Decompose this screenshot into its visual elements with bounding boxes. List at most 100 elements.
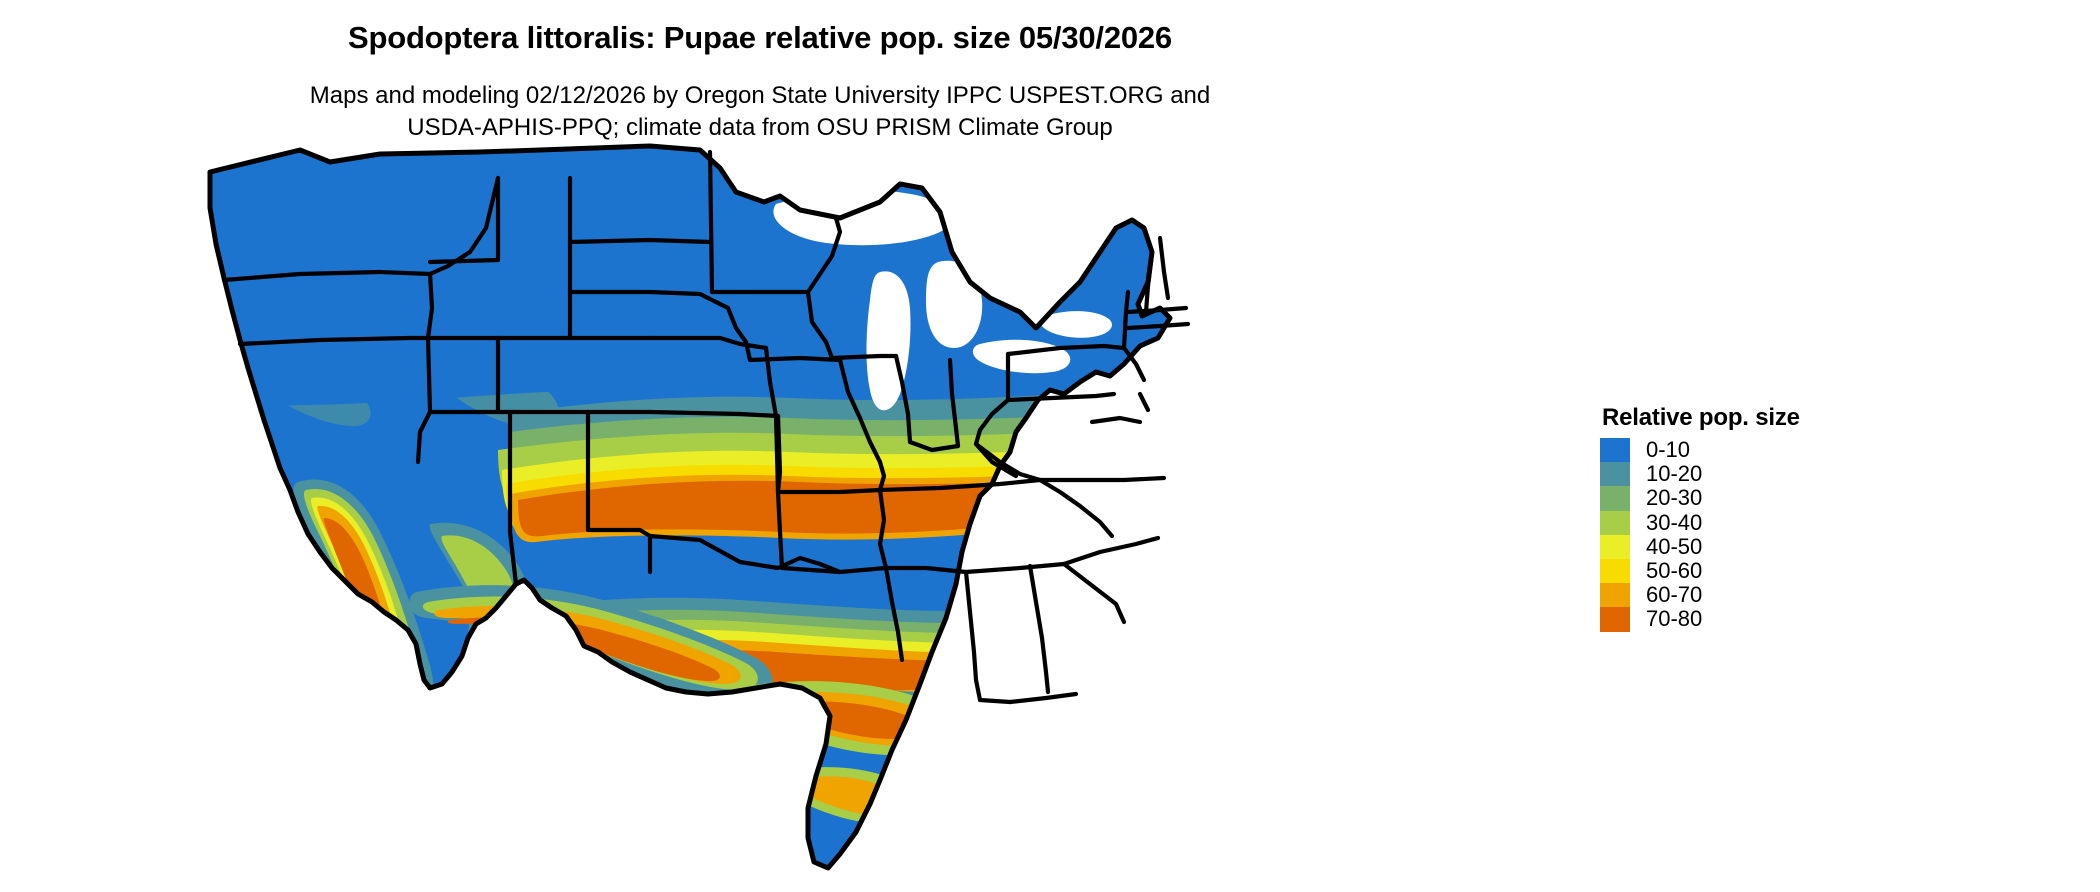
lake-ontario bbox=[1040, 311, 1112, 338]
border-nv-ut bbox=[415, 335, 433, 465]
page-title: Spodoptera littoralis: Pupae relative po… bbox=[348, 20, 1172, 55]
border-mo-ar bbox=[775, 487, 883, 495]
border-nh-me bbox=[1157, 235, 1171, 301]
border-wi-il bbox=[829, 353, 899, 361]
border-pa-md bbox=[1005, 391, 1117, 403]
border-il-mo bbox=[837, 357, 883, 465]
border-mt-wy bbox=[427, 175, 501, 265]
legend-label: 40-50 bbox=[1646, 533, 1703, 559]
border-md-va bbox=[1089, 415, 1143, 425]
border-az-nm bbox=[507, 409, 519, 587]
subtitle-line-1: Maps and modeling 02/12/2026 by Oregon S… bbox=[309, 82, 1211, 109]
legend-swatch bbox=[1600, 583, 1630, 608]
border-nc-va bbox=[1037, 475, 1167, 483]
legend-item: 0-10 bbox=[1600, 437, 1920, 463]
border-tn-al-ga bbox=[963, 561, 1067, 575]
border-ma-ct-ri bbox=[1125, 321, 1191, 331]
border-ma-nh-vt-south bbox=[1125, 305, 1189, 315]
us-map-svg bbox=[207, 143, 1191, 871]
border-de-md bbox=[1137, 391, 1151, 413]
raster-florida bbox=[1052, 722, 1151, 868]
border-id-mt bbox=[427, 175, 501, 277]
border-nd-sd bbox=[567, 237, 713, 245]
legend-item: 70-80 bbox=[1600, 606, 1920, 632]
border-vt-nh bbox=[1143, 251, 1155, 315]
legend-swatch bbox=[1600, 462, 1630, 487]
legend-item: 60-70 bbox=[1600, 582, 1920, 608]
border-id-west bbox=[407, 271, 435, 341]
legend-label: 70-80 bbox=[1646, 606, 1703, 632]
figure-subtitle: Maps and modeling 02/12/2026 by Oregon S… bbox=[0, 80, 1520, 144]
border-va-wv-ky bbox=[973, 441, 1043, 483]
legend-swatch bbox=[1600, 558, 1630, 584]
border-ks-ok bbox=[647, 409, 781, 419]
border-or-ca bbox=[237, 335, 413, 347]
border-il-in bbox=[893, 353, 913, 445]
border-tn-ky bbox=[877, 477, 1043, 493]
raster-florida-ridge-2 bbox=[1066, 739, 1125, 796]
border-al-fl bbox=[973, 677, 1013, 705]
legend-swatch bbox=[1600, 486, 1630, 511]
raster-az-nm-crest bbox=[447, 617, 720, 682]
border-ne-ia bbox=[725, 305, 753, 363]
border-ok-tx-pan bbox=[775, 413, 783, 495]
border-wv-va bbox=[973, 441, 1019, 479]
legend-label: 0-10 bbox=[1646, 437, 1691, 462]
border-ms-tn bbox=[883, 565, 969, 575]
us-outline bbox=[207, 143, 1173, 871]
legend-swatch bbox=[1600, 438, 1630, 463]
border-ok-ar bbox=[775, 489, 785, 571]
raster-florida-tip bbox=[1092, 846, 1127, 868]
border-nj-ny bbox=[1121, 345, 1147, 383]
raster-gulf-cool-edge bbox=[680, 689, 1170, 715]
border-sd-mn bbox=[707, 149, 715, 295]
legend-item: 20-30 bbox=[1600, 485, 1920, 511]
legend-label: 10-20 bbox=[1646, 461, 1703, 487]
legend-item: 10-20 bbox=[1600, 461, 1920, 487]
border-mo-ky-tn bbox=[877, 459, 887, 493]
raster-florida-band bbox=[1052, 722, 1151, 816]
raster-gulf-cool-return bbox=[650, 695, 1170, 868]
legend-label: 50-60 bbox=[1646, 557, 1703, 583]
border-ms-al bbox=[963, 569, 979, 683]
border-mn-wi bbox=[805, 215, 843, 295]
subtitle-line-2: USDA-APHIS-PPQ; climate data from OSU PR… bbox=[407, 114, 1113, 141]
legend-item: 30-40 bbox=[1600, 509, 1920, 535]
raster-patch-appalachia-1 bbox=[1045, 431, 1124, 512]
raster-florida-ridge-1 bbox=[1061, 730, 1137, 805]
border-tn-nc bbox=[1037, 477, 1115, 539]
border-ok-tx bbox=[647, 533, 843, 575]
legend-rows: 0-10 10-20 20-30 30-40 40-50 50-60 60-70 70-80 bbox=[1600, 437, 1920, 632]
legend-label: 30-40 bbox=[1646, 509, 1703, 535]
lake-huron bbox=[926, 260, 983, 348]
raster-class-70-80 bbox=[518, 478, 1170, 537]
legend-item: 40-50 bbox=[1600, 533, 1920, 559]
border-sd-ne bbox=[567, 289, 731, 311]
map-legend: Relative pop. size 0-10 10-20 20-30 30-40 40… bbox=[1600, 404, 1920, 632]
legend-item: 50-60 bbox=[1600, 557, 1920, 584]
raster-patch-carolina-core bbox=[1094, 558, 1145, 589]
raster-florida-south-cool bbox=[1067, 801, 1137, 868]
lake-superior bbox=[773, 190, 951, 246]
legend-label: 20-30 bbox=[1646, 485, 1703, 511]
border-la-ms bbox=[883, 565, 905, 663]
legend-label: 60-70 bbox=[1646, 582, 1703, 608]
border-sc-nc bbox=[1061, 535, 1161, 567]
border-in-ky bbox=[907, 439, 961, 453]
border-pa-ny bbox=[1005, 343, 1127, 357]
raster-patch-carolina bbox=[1081, 550, 1158, 597]
choropleth-map bbox=[180, 132, 1200, 872]
border-nm-tx bbox=[585, 409, 653, 575]
border-ga-fl bbox=[1007, 691, 1079, 705]
legend-swatch bbox=[1600, 607, 1630, 632]
legend-swatch bbox=[1600, 510, 1630, 535]
legend-swatch bbox=[1600, 534, 1630, 559]
border-ar-tn bbox=[877, 487, 889, 571]
border-in-oh bbox=[947, 357, 961, 449]
state-boundaries bbox=[207, 143, 1191, 871]
legend-title: Relative pop. size bbox=[1602, 404, 1800, 431]
border-al-ga bbox=[1027, 563, 1051, 695]
border-ks-ne bbox=[647, 335, 769, 351]
border-oh-wv bbox=[973, 397, 1011, 447]
